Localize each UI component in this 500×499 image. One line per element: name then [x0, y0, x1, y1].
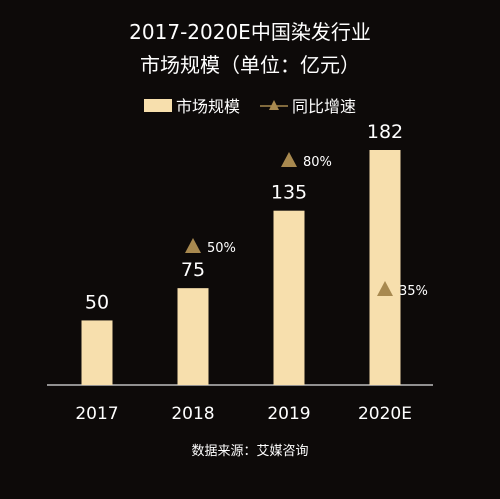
bar-2020E — [369, 150, 401, 385]
legend-triangle-icon — [260, 98, 288, 112]
growth-marker-2020E — [377, 281, 393, 296]
bar-2019 — [273, 210, 305, 385]
growth-label-2019: 80% — [303, 155, 332, 170]
growth-marker-2018 — [185, 238, 201, 253]
legend-item-market-size: 市场规模 — [143, 93, 240, 117]
bar-2017 — [81, 320, 113, 385]
legend-label-growth: 同比增速 — [292, 97, 357, 116]
source-note: 数据来源：艾媒咨询 — [191, 444, 309, 459]
bar-value-label-2017: 50 — [85, 291, 109, 313]
growth-label-2018: 50% — [207, 241, 236, 256]
legend: 市场规模 同比增速 — [0, 93, 500, 117]
x-tick-label-2020E: 2020E — [358, 404, 412, 424]
legend-label-market-size: 市场规模 — [175, 97, 240, 116]
bar-2018 — [177, 288, 209, 385]
bar-value-label-2018: 75 — [181, 259, 205, 281]
chart-title-line2: 市场规模（单位：亿元） — [140, 53, 360, 77]
growth-label-2020E: 35% — [399, 284, 428, 299]
x-tick-label-2017: 2017 — [75, 404, 118, 424]
bar-value-label-2020E: 182 — [367, 121, 403, 143]
legend-item-growth: 同比增速 — [260, 93, 356, 117]
x-tick-label-2018: 2018 — [171, 404, 214, 424]
chart-title-line1: 2017-2020E中国染发行业 — [129, 20, 371, 44]
bar-value-label-2019: 135 — [271, 182, 307, 204]
x-tick-label-2019: 2019 — [267, 404, 310, 424]
legend-bar-swatch — [143, 98, 172, 112]
growth-marker-2019 — [281, 152, 297, 167]
